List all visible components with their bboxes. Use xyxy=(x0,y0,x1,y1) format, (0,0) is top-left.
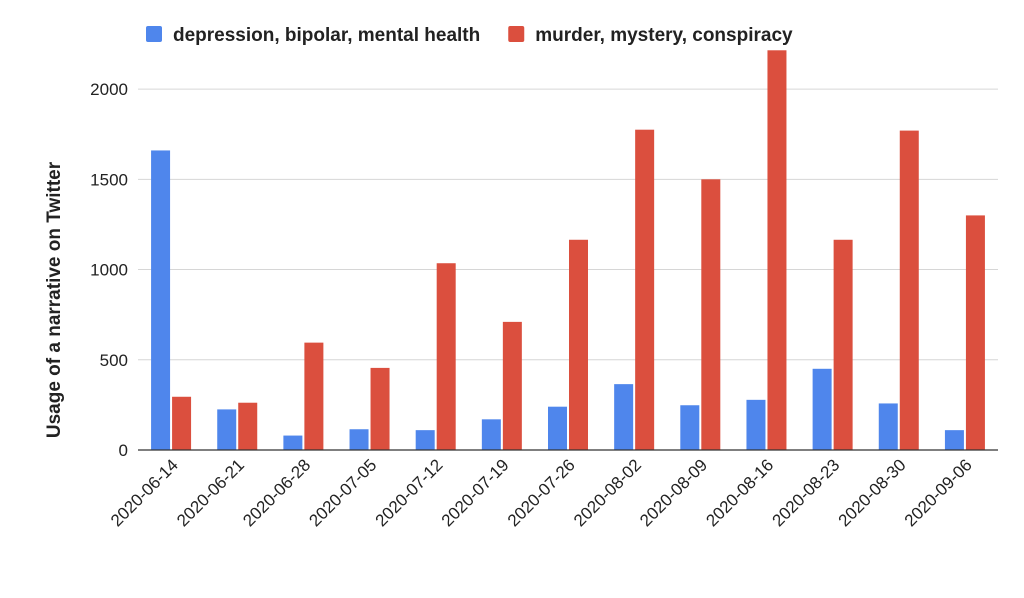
legend: depression, bipolar, mental health murder… xyxy=(146,25,793,46)
y-tick-label: 2000 xyxy=(90,80,128,99)
bar-murder xyxy=(833,239,853,450)
bar-murder xyxy=(899,130,919,450)
x-tick-label: 2020-08-30 xyxy=(835,455,910,530)
x-tick-label: 2020-06-21 xyxy=(173,455,248,530)
legend-swatch-murder xyxy=(508,26,525,42)
bar-murder xyxy=(436,263,456,450)
bar-murder xyxy=(635,129,655,450)
bar-murder xyxy=(569,239,588,450)
bar-murder xyxy=(701,179,721,450)
y-tick-label: 1500 xyxy=(90,170,128,189)
bar-depression xyxy=(481,419,501,450)
bar-depression xyxy=(217,409,237,450)
x-tick-label: 2020-06-14 xyxy=(107,455,182,530)
x-tick-label: 2020-07-26 xyxy=(504,455,579,530)
bar-depression xyxy=(812,368,832,450)
x-tick-label: 2020-06-28 xyxy=(239,455,314,530)
bar-murder xyxy=(767,50,787,450)
legend-label-depression: depression, bipolar, mental health xyxy=(173,25,480,46)
x-tick-label: 2020-08-09 xyxy=(636,455,711,530)
legend-swatch-depression xyxy=(146,26,162,42)
bar-depression xyxy=(614,384,634,450)
bar-murder xyxy=(370,367,390,450)
y-axis-title: Usage of a narrative on Twitter xyxy=(44,161,65,438)
legend-label-murder: murder, mystery, conspiracy xyxy=(535,25,793,46)
bar-depression xyxy=(680,405,700,450)
x-tick-label: 2020-07-05 xyxy=(305,455,380,530)
x-tick-label: 2020-07-19 xyxy=(438,455,513,530)
bar-murder xyxy=(965,215,985,450)
bar-depression xyxy=(548,406,567,450)
bar-murder xyxy=(172,396,192,450)
bar-depression xyxy=(349,429,369,450)
x-tick-label: 2020-08-02 xyxy=(570,455,645,530)
y-axis-ticks: 0 500 1000 1500 2000 xyxy=(90,80,128,460)
bar-murder xyxy=(238,402,258,450)
y-tick-label: 1000 xyxy=(90,261,128,280)
x-tick-label: 2020-08-23 xyxy=(769,455,844,530)
y-tick-label: 500 xyxy=(100,351,128,370)
x-tick-label: 2020-08-16 xyxy=(702,455,777,530)
bar-depression xyxy=(283,435,303,450)
bar-murder xyxy=(502,321,522,450)
x-tick-label: 2020-07-12 xyxy=(372,455,447,530)
bar-depression xyxy=(151,150,171,451)
y-tick-label: 0 xyxy=(119,441,128,460)
x-axis-ticks: 2020-06-142020-06-212020-06-282020-07-05… xyxy=(107,455,976,530)
bar-depression xyxy=(415,430,435,450)
bars xyxy=(151,50,985,451)
bar-depression xyxy=(944,430,964,450)
bar-murder xyxy=(304,342,324,450)
bar-depression xyxy=(746,399,766,450)
x-tick-label: 2020-09-06 xyxy=(901,455,976,530)
gridlines xyxy=(138,88,998,361)
bar-depression xyxy=(878,403,898,450)
